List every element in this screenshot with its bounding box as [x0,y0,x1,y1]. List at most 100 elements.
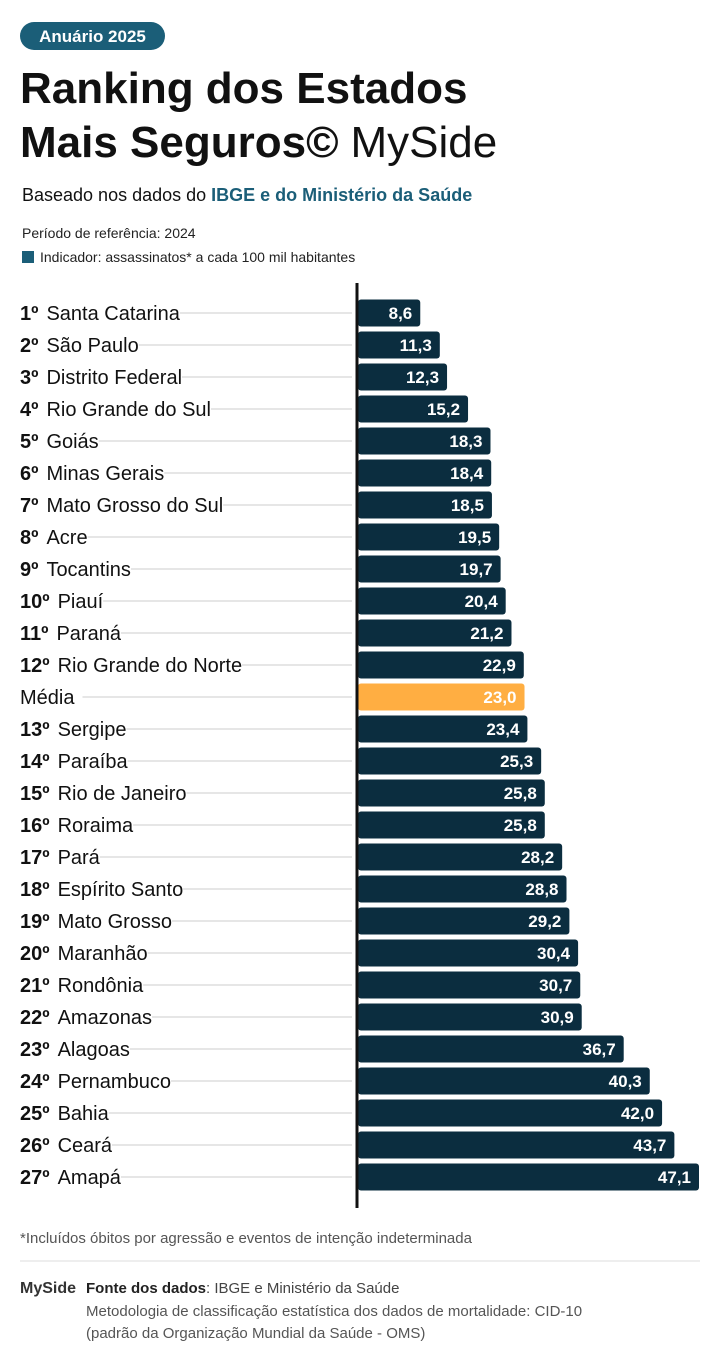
rank: 12º [20,655,50,677]
value-label: 25,3 [500,752,533,771]
state-name: Mato Grosso do Sul [46,495,223,517]
rank: 6º [20,463,38,485]
state-name: Espírito Santo [58,879,184,901]
value-label: 30,4 [537,944,571,963]
category-label: 3º Distrito Federal [20,367,182,389]
rank: 26º [20,1135,50,1157]
footnote: *Incluídos óbitos por agressão e eventos… [20,1230,473,1247]
bar [358,843,563,871]
rank: 8º [20,527,38,549]
category-label: 20º Maranhão [20,943,148,965]
bar [358,619,512,647]
rank: 16º [20,815,50,837]
state-name: Rondônia [58,975,145,997]
bar [358,875,567,903]
title: Mais Seguros© [20,118,339,167]
bar [358,395,469,423]
state-name: Pará [58,847,101,869]
category-label: 12º Rio Grande do Norte [20,655,242,677]
bar [358,331,440,359]
category-label: Média [20,687,75,709]
bar [358,1131,675,1159]
value-label: 25,8 [504,784,537,803]
bar [358,1067,650,1095]
category-label: 24º Pernambuco [20,1071,171,1093]
bar [358,363,448,391]
state-name: Tocantins [46,559,131,581]
rank: 20º [20,943,50,965]
value-label: 30,7 [539,976,572,995]
rank: 13º [20,719,50,741]
value-label: 42,0 [621,1104,654,1123]
state-name: Distrito Federal [46,367,182,389]
rank: 4º [20,399,38,421]
state-name: Maranhão [58,943,148,965]
bar-chart: 1º Santa Catarina 8,6 2º São Paulo 11,3 3º Dist… [20,299,699,1191]
category-label: 22º Amazonas [20,1007,152,1029]
category-label: 17º Pará [20,847,101,869]
value-label: 36,7 [583,1040,616,1059]
source-label: Fonte dos dados [86,1280,206,1297]
rank: 23º [20,1039,50,1061]
rank: 15º [20,783,50,805]
value-label: 30,9 [541,1008,574,1027]
method-line: Metodologia de classificação estatística… [86,1303,582,1320]
state-name: Acre [46,527,87,549]
value-label: 23,4 [486,720,520,739]
rank: 24º [20,1071,50,1093]
rank: 19º [20,911,50,933]
state-name: Piauí [58,591,104,613]
bar [358,1099,663,1127]
category-label: 15º Rio de Janeiro [20,783,187,805]
state-name: Rio Grande do Sul [46,399,211,421]
rank: 21º [20,975,50,997]
category-label: 10º Piauí [20,591,104,613]
value-label: 18,3 [449,432,482,451]
value-label: 28,8 [525,880,558,899]
bar [358,683,525,711]
state-name: Minas Gerais [46,463,164,485]
rank: 18º [20,879,50,901]
category-label: 14º Paraíba [20,751,128,773]
value-label: 12,3 [406,368,439,387]
value-label: 21,2 [470,624,503,643]
bar [358,779,545,807]
value-label: 47,1 [658,1168,691,1187]
value-label: 43,7 [633,1136,666,1155]
rank: 7º [20,495,38,517]
state-name: Pernambuco [58,1071,171,1093]
rank: 27º [20,1167,50,1189]
state-name: Sergipe [58,719,127,741]
rank: 9º [20,559,38,581]
category-label: 7º Mato Grosso do Sul [20,495,223,517]
bar [358,587,506,615]
bar [358,747,542,775]
category-label: 16º Roraima [20,815,134,837]
state-name: Alagoas [58,1039,130,1061]
category-label: 18º Espírito Santo [20,879,183,901]
value-label: 22,9 [483,656,516,675]
period: Período de referência: 2024 [22,225,196,241]
bar [358,811,545,839]
title: Mais Seguros© MySide [20,118,497,167]
subtitle: Baseado nos dados do IBGE e do Ministério… [22,185,472,205]
legend-label: Indicador: assassinatos* a cada 100 mil … [40,249,355,265]
bar [358,555,501,583]
subtitle-highlight: IBGE e do Ministério da Saúde [211,185,472,205]
bar [358,1163,699,1191]
state-name: Rio Grande do Norte [58,655,243,677]
value-label: 8,6 [389,304,413,323]
rank: 17º [20,847,50,869]
footer-logo: MySide [20,1280,76,1297]
category-label: 26º Ceará [20,1135,113,1157]
bar [358,939,579,967]
value-label: 15,2 [427,400,460,419]
category-label: 1º Santa Catarina [20,303,181,325]
bar [358,523,500,551]
bar [358,907,570,935]
category-label: 11º Paraná [20,623,122,645]
bar [358,971,581,999]
value-label: 18,5 [451,496,484,515]
brand: MySide [351,118,498,167]
state-name: Ceará [58,1135,113,1157]
